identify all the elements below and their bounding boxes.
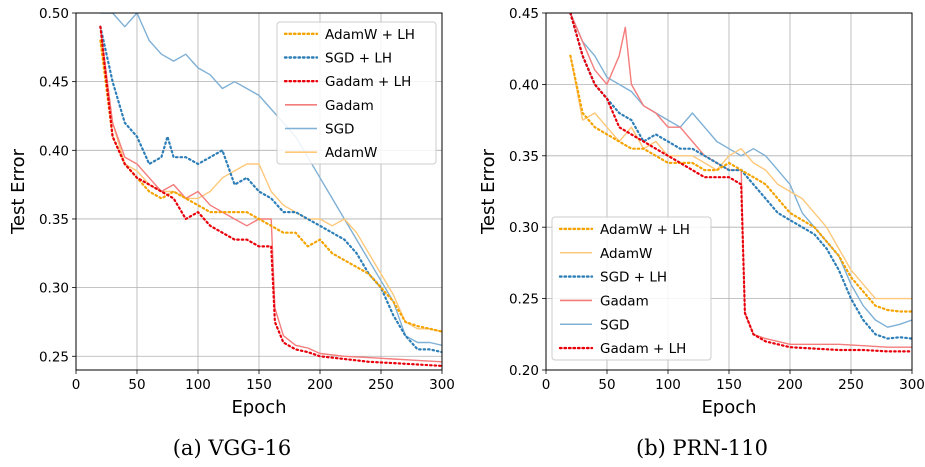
y-tick-label: 0.45 (39, 75, 69, 91)
legend-label: Gadam + LH (600, 341, 686, 357)
legend-label: SGD + LH (600, 270, 667, 286)
plot-frame (75, 12, 443, 371)
legend-label: AdamW (600, 246, 652, 262)
legend: AdamW + LH AdamW SGD + LH Gadam SGD Gadam + L… (551, 216, 712, 361)
legend-label: Gadam + LH (325, 74, 411, 90)
legend-label: AdamW + LH (325, 27, 415, 43)
figure-caption: (a) VGG-16 (173, 436, 292, 460)
series-line-gadam (569, 13, 912, 348)
series-line-sgd (569, 13, 912, 328)
y-axis-label: Test Error (478, 148, 499, 235)
x-tick-label: 0 (72, 377, 81, 393)
y-tick-label: 0.25 (39, 349, 69, 365)
legend-label: SGD + LH (325, 51, 392, 67)
y-tick-label: 0.35 (39, 212, 69, 228)
y-tick-label: 0.35 (509, 149, 539, 165)
y-tick-label: 0.45 (509, 6, 539, 22)
legend-label: AdamW (325, 145, 377, 161)
legend: AdamW + LH SGD + LH Gadam + LH Gadam SGD Adam… (276, 21, 437, 165)
chart-panel-b: 0 50 100 150 200 250 300 0.20 0.25 0.30 0.35 0.40 0.… (478, 6, 925, 460)
x-tick-label: 250 (838, 377, 864, 393)
series-line-adamw-lh (99, 39, 442, 333)
y-tick-label: 0.50 (39, 6, 69, 22)
x-tick-label: 100 (655, 377, 681, 393)
x-tick-label: 150 (716, 377, 742, 393)
x-tick-label: 250 (368, 377, 394, 393)
legend-label: SGD (325, 122, 354, 138)
x-tick-label: 300 (429, 377, 455, 393)
legend-label: Gadam (600, 293, 649, 309)
y-tick-label: 0.30 (39, 281, 69, 297)
y-tick-label: 0.40 (39, 143, 69, 159)
x-axis-label: Epoch (231, 397, 286, 418)
legend-label: AdamW + LH (600, 222, 690, 238)
legend-label: Gadam (325, 98, 374, 114)
legend-label: SGD (600, 317, 629, 333)
x-tick-label: 0 (542, 377, 551, 393)
y-axis-label: Test Error (8, 148, 29, 235)
legend-box (276, 21, 437, 165)
x-axis-label: Epoch (701, 397, 756, 418)
plot-frame (545, 12, 913, 371)
x-tick-label: 150 (246, 377, 272, 393)
series-line-sgd (100, 13, 442, 346)
series-line-adamw-lh (569, 54, 912, 313)
figure-caption: (b) PRN-110 (636, 436, 768, 460)
series-line-sgd-lh (99, 25, 442, 354)
x-tick-label: 50 (128, 377, 145, 393)
y-tick-label: 0.20 (509, 363, 539, 379)
x-tick-label: 200 (777, 377, 803, 393)
chart-panel-a: 0 50 100 150 200 250 300 0.25 0.30 0.35 0.40 0.45 0.… (8, 6, 455, 460)
series-line-gadam (99, 26, 442, 363)
y-tick-label: 0.30 (509, 220, 539, 236)
x-tick-label: 100 (185, 377, 211, 393)
x-tick-label: 200 (307, 377, 333, 393)
y-tick-label: 0.40 (509, 77, 539, 93)
x-tick-label: 50 (598, 377, 615, 393)
series-line-gadam-lh (99, 25, 442, 367)
y-tick-label: 0.25 (509, 292, 539, 308)
series-line-gadam-lh (569, 13, 912, 353)
legend-box (551, 216, 712, 361)
x-tick-label: 300 (899, 377, 925, 393)
